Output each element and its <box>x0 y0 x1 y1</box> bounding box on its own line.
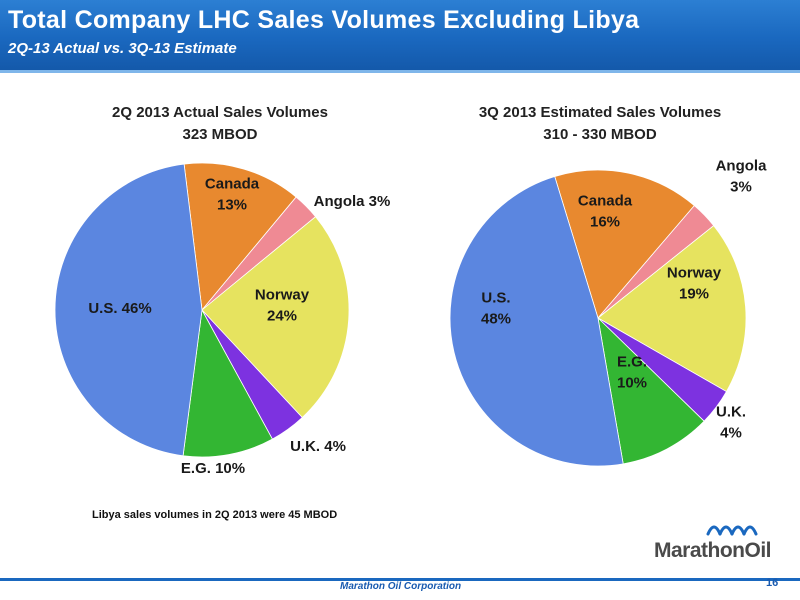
pie-3q-label-uk: U.K. 4% <box>716 404 746 442</box>
chart-title-3q-line2: 310 - 330 MBOD <box>543 126 657 143</box>
pie-2q-label-angola: Angola 3% <box>314 193 391 210</box>
slide-subtitle: 2Q-13 Actual vs. 3Q-13 Estimate <box>8 40 237 57</box>
pie-3q-label-eg: E.G. 10% <box>617 354 647 392</box>
libya-footnote: Libya sales volumes in 2Q 2013 were 45 M… <box>92 509 338 521</box>
pie-3q-slice-canada <box>554 169 695 319</box>
pie-3q-slice-norway <box>597 225 747 393</box>
chart-title-3q-line1: 3Q 2013 Estimated Sales Volumes <box>478 104 722 121</box>
slide-title: Total Company LHC Sales Volumes Excludin… <box>8 6 640 34</box>
pie-2q-slice-canada <box>183 162 297 311</box>
pie-3q-label-angola: Angola 3% <box>716 158 767 196</box>
marathon-wave-icon <box>706 525 758 536</box>
page-number: 16 <box>766 577 779 589</box>
pie-2q-slice-us <box>54 163 203 457</box>
chart-title-2q-line1: 2Q 2013 Actual Sales Volumes <box>112 104 328 121</box>
pie-3q-label-us: U.S. 48% <box>481 290 511 328</box>
pie-2q-label-us: U.S. 46% <box>88 300 151 317</box>
footer-company: Marathon Oil Corporation <box>340 581 462 592</box>
chart-title-2q-line2: 323 MBOD <box>182 126 258 143</box>
pie-3q-slice-eg <box>597 316 705 465</box>
pie-2q-label-uk: U.K. 4% <box>290 438 346 455</box>
pie-3q-slice-us <box>449 175 624 467</box>
pie-2q-label-norway: Norway 24% <box>255 287 310 325</box>
pie-3q-label-canada: Canada 16% <box>578 193 633 231</box>
pie-2q-slice-eg <box>182 308 273 458</box>
marathon-oil-logo: MarathonOil <box>654 539 772 562</box>
pie-2q-label-canada: Canada 13% <box>205 176 260 214</box>
pie-2q-slice-norway <box>201 216 350 419</box>
chart-title-3q: 3Q 2013 Estimated Sales Volumes 310 - 33… <box>420 102 780 146</box>
pie-2q-label-eg: E.G. 10% <box>181 460 245 477</box>
pie-3q-label-norway: Norway 19% <box>667 265 722 303</box>
chart-title-2q: 2Q 2013 Actual Sales Volumes 323 MBOD <box>40 102 400 146</box>
title-banner: Total Company LHC Sales Volumes Excludin… <box>0 0 800 73</box>
footer-divider <box>0 578 800 581</box>
